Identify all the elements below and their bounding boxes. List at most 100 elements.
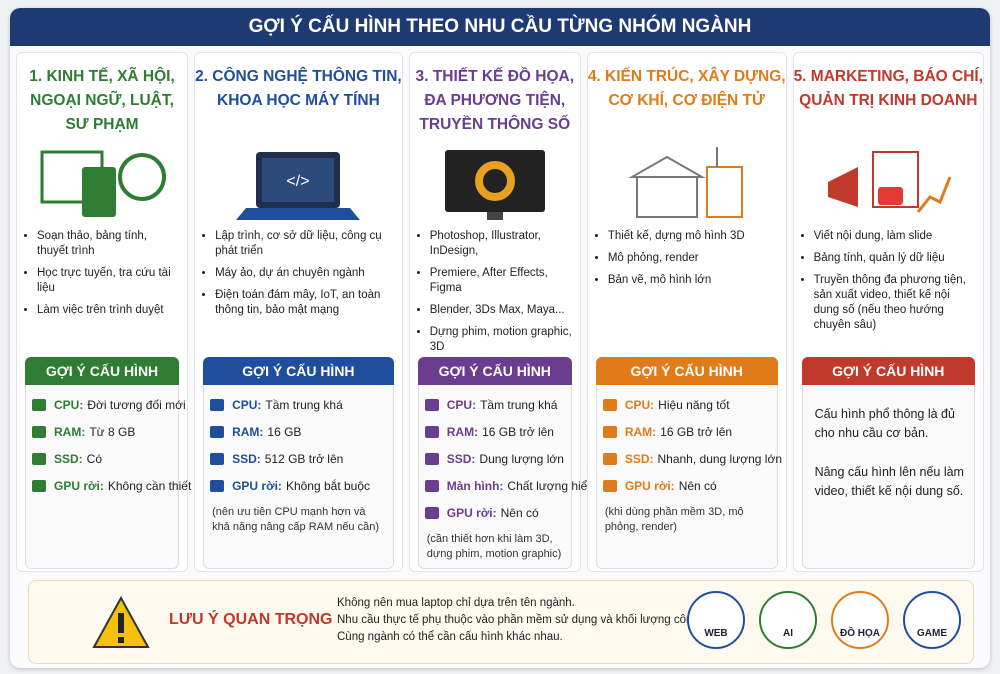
spec-icon	[602, 453, 617, 465]
spec-row: GPU rời: Nên có	[424, 506, 565, 520]
illustration	[444, 150, 545, 220]
column-title: 5. MARKETING, BÁO CHÍ, QUẢN TRỊ KINH DOAN…	[794, 53, 983, 137]
config-heading: GỢI Ý CẤU HÌNH	[417, 357, 572, 385]
spec-label: SSD:	[446, 452, 476, 466]
spec-icon	[602, 426, 617, 438]
config-heading: GỢI Ý CẤU HÌNH	[595, 357, 778, 385]
spec-icon	[424, 426, 439, 438]
use-item: Dựng phim, motion graphic, 3D	[430, 325, 574, 355]
footer: LƯU Ý QUAN TRỌNG Không nên mua laptop ch…	[28, 580, 974, 664]
column-icon	[588, 137, 786, 229]
spec-value: Tầm trung khá	[265, 398, 343, 412]
use-item: Soạn thảo, bảng tính, thuyết trình	[37, 229, 181, 259]
spec-label: RAM:	[624, 425, 657, 439]
use-list: Thiết kế, dựng mô hình 3D Mô phỏng, rende…	[588, 229, 786, 339]
spec-row: RAM: Từ 8 GB	[32, 425, 172, 439]
title-line: QUẢN TRỊ KINH DOANH	[799, 92, 978, 109]
spec-row: RAM: 16 GB	[210, 425, 387, 439]
spec-icon	[602, 399, 617, 411]
config-text: Cấu hình phổ thông là đủ cho nhu cầu cơ …	[814, 407, 955, 440]
spec-value: 16 GB trở lên	[660, 425, 733, 439]
config-box: GỢI Ý CẤU HÌNH CPU: Hiệu năng tốt RAM: 16 GB…	[595, 357, 782, 569]
spec-row: CPU: Đời tương đối mới	[32, 398, 186, 412]
title-line: 4. KIẾN TRÚC, XÂY DỰNG,	[587, 68, 786, 85]
spec-value: Hiệu năng tốt	[658, 398, 730, 412]
config-box: GỢI Ý CẤU HÌNH CPU: Tầm trung khá RAM: 16 GB…	[203, 357, 394, 569]
column-icon: </>	[195, 137, 402, 229]
footer-note: Cùng ngành có thể cần cấu hình khác nhau…	[337, 631, 563, 643]
spec-value: Nên có	[500, 506, 539, 520]
badge: GAME	[903, 591, 961, 649]
spec-label: RAM:	[446, 425, 479, 439]
spec-value: Nhanh, dung lượng lớn	[657, 452, 783, 466]
column-icon	[17, 137, 187, 229]
spec-label: CPU:	[232, 398, 262, 412]
config-heading: GỢI Ý CẤU HÌNH	[25, 357, 180, 385]
spec-icon	[424, 480, 439, 492]
warning-icon	[92, 595, 150, 648]
footer-note: Nhu cầu thực tế phụ thuộc vào phần mềm s…	[337, 614, 726, 626]
use-item: Mô phỏng, render	[608, 251, 780, 266]
use-item: Học trực tuyến, tra cứu tài liệu	[37, 266, 181, 296]
config-box: GỢI Ý CẤU HÌNH Cấu hình phổ thông là đủ c…	[801, 357, 976, 569]
spec-value: 512 GB trở lên	[264, 452, 344, 466]
column-title: 4. KIẾN TRÚC, XÂY DỰNG, CƠ KHÍ, CƠ ĐIỆN T…	[588, 53, 786, 137]
spec-label: CPU:	[54, 398, 84, 412]
spec-row: GPU rời: Nên có	[602, 479, 771, 493]
spec-label: RAM:	[54, 425, 86, 439]
use-item: Máy ảo, dự án chuyên ngành	[215, 266, 396, 281]
spec-row: GPU rời: Không cần thiết	[32, 479, 191, 493]
column: 5. MARKETING, BÁO CHÍ, QUẢN TRỊ KINH DOAN…	[792, 52, 985, 572]
title-line: 3. THIẾT KẾ ĐỒ HỌA,	[415, 68, 575, 85]
column: 3. THIẾT KẾ ĐỒ HỌA, ĐA PHƯƠNG TIỆN, TRUYỀN…	[408, 52, 627, 572]
spec-value: Nên có	[678, 479, 717, 493]
title-line: ĐA PHƯƠNG TIỆN,	[424, 92, 566, 109]
title-line: SƯ PHẠM	[65, 116, 139, 133]
spec-row: RAM: 16 GB trở lên	[424, 425, 565, 439]
config-note: (khi dùng phần mềm 3D, mô phỏng, render)	[604, 506, 744, 533]
spec-label: CPU:	[624, 398, 655, 412]
spec-icon	[424, 399, 439, 411]
use-item: Premiere, After Effects, Figma	[430, 266, 574, 296]
config-heading: GỢI Ý CẤU HÌNH	[801, 357, 976, 385]
footer-notes: Không nên mua laptop chỉ dựa trên tên ng…	[337, 595, 726, 646]
use-list: Viết nội dung, làm slide Bảng tính, quản …	[794, 229, 983, 339]
title-line: 2. CÔNG NGHỆ THÔNG TIN,	[195, 68, 402, 85]
spec-row: GPU rời: Không bắt buộc	[210, 479, 387, 493]
spec-value: Không cần thiết	[107, 479, 192, 493]
title-line: 1. KINH TẾ, XÃ HỘI,	[29, 68, 175, 85]
use-list: Photoshop, Illustrator, InDesign, Premier…	[410, 229, 580, 353]
spec-icon	[602, 480, 617, 492]
infographic: GỢI Ý CẤU HÌNH THEO NHU CẦU TỪNG NHÓM NG…	[10, 8, 990, 668]
column: 4. KIẾN TRÚC, XÂY DỰNG, CƠ KHÍ, CƠ ĐIỆN T…	[586, 52, 787, 572]
use-item: Lập trình, cơ sở dữ liệu, công cụ phát t…	[215, 229, 396, 259]
title-line: KHOA HỌC MÁY TÍNH	[217, 92, 380, 109]
spec-value: Từ 8 GB	[89, 425, 136, 439]
svg-text:</>: </>	[287, 173, 310, 190]
illustration	[627, 147, 743, 218]
use-item: Viết nội dung, làm slide	[814, 229, 977, 244]
spec-label: SSD:	[624, 452, 654, 466]
column-icon	[410, 137, 580, 229]
spec-row: CPU: Hiệu năng tốt	[602, 398, 771, 412]
badge: WEB	[687, 591, 745, 649]
spec-label: CPU:	[446, 398, 477, 412]
use-list: Lập trình, cơ sở dữ liệu, công cụ phát t…	[195, 229, 402, 339]
spec-label: GPU rời:	[232, 479, 282, 493]
footer-title: LƯU Ý QUAN TRỌNG	[169, 611, 333, 628]
column-title: 3. THIẾT KẾ ĐỒ HỌA, ĐA PHƯƠNG TIỆN, TRUYỀN…	[410, 53, 580, 137]
column-title: 1. KINH TẾ, XÃ HỘI, NGOẠI NGỮ, LUẬT, SƯ PH…	[17, 53, 187, 137]
spec-icon	[32, 399, 46, 411]
column: 1. KINH TẾ, XÃ HỘI, NGOẠI NGỮ, LUẬT, SƯ PH…	[16, 52, 191, 572]
spec-value: Đời tương đối mới	[87, 398, 186, 412]
footer-note: Không nên mua laptop chỉ dựa trên tên ng…	[337, 597, 575, 609]
use-item: Blender, 3Ds Max, Maya...	[430, 303, 574, 318]
spec-icon	[424, 453, 439, 465]
use-item: Bản vẽ, mô hình lớn	[608, 273, 780, 288]
title-line: CƠ KHÍ, CƠ ĐIỆN TỬ	[608, 92, 765, 109]
spec-value: Không bắt buộc	[285, 479, 371, 493]
badges: WEB AI ĐỒ HỌA GAME	[687, 591, 961, 649]
column-icon	[794, 137, 983, 229]
header-title: GỢI Ý CẤU HÌNH THEO NHU CẦU TỪNG NHÓM NG…	[10, 8, 990, 46]
badge: AI	[759, 591, 817, 649]
